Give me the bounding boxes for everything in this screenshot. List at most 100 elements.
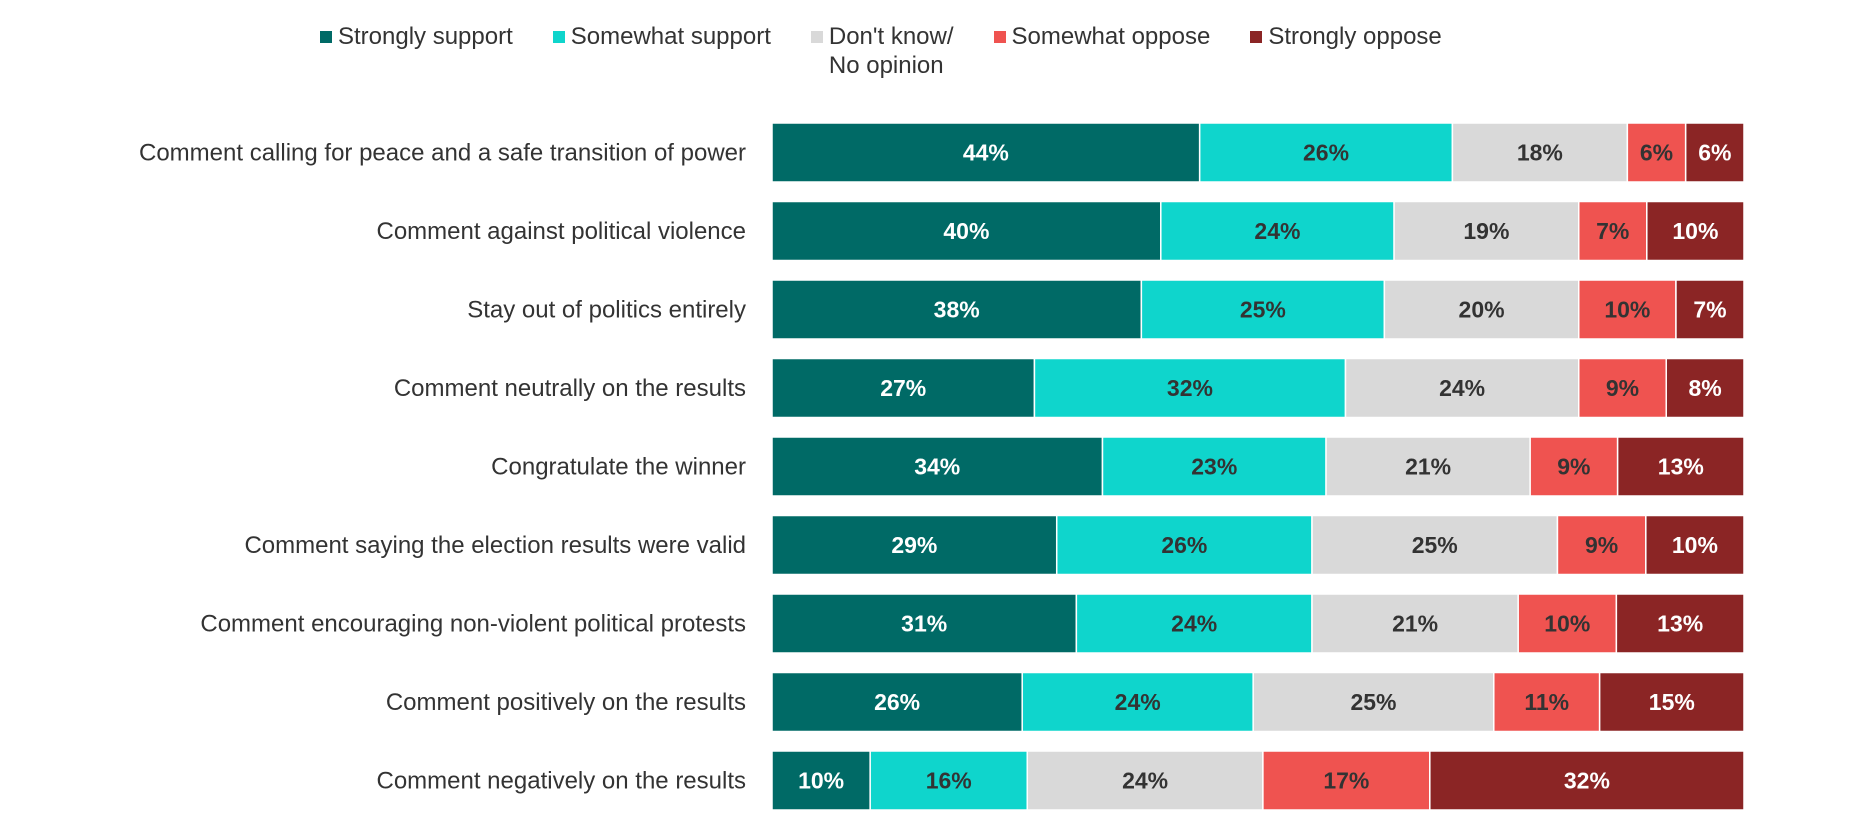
bar-segment — [1578, 279, 1677, 340]
data-label: 24% — [1439, 375, 1485, 401]
legend-label: Strongly support — [338, 23, 513, 50]
data-label: 10% — [798, 768, 844, 794]
bar-segment — [1675, 279, 1745, 340]
bar-segment — [771, 514, 1058, 576]
data-label: 17% — [1323, 768, 1369, 794]
bar-segment — [1578, 357, 1667, 419]
bar-segment — [1393, 200, 1580, 262]
data-label: 26% — [874, 689, 920, 715]
bar-segment — [1646, 200, 1745, 262]
data-label: 27% — [880, 375, 926, 401]
category-label: Comment positively on the results — [386, 689, 746, 716]
bar-segment — [1101, 436, 1327, 497]
legend-swatch — [1250, 31, 1263, 43]
legend-item: Somewhat oppose — [993, 22, 1211, 51]
bar-segment — [1626, 122, 1687, 183]
legend-swatch — [993, 31, 1006, 43]
bar-segment — [1451, 122, 1629, 183]
bar-segment — [1598, 671, 1745, 733]
legend-item: Strongly oppose — [1250, 22, 1442, 51]
bar-segment — [1616, 436, 1745, 497]
data-label: 10% — [1672, 218, 1718, 244]
data-label: 44% — [963, 140, 1009, 166]
data-label: 13% — [1657, 611, 1703, 637]
data-label: 7% — [1693, 297, 1726, 323]
bar-segment — [1160, 200, 1395, 262]
legend-label: Strongly oppose — [1268, 23, 1442, 50]
data-label: 34% — [914, 454, 960, 480]
category-label: Comment negatively on the results — [376, 768, 746, 795]
data-label: 21% — [1392, 611, 1438, 637]
bar-segment — [771, 279, 1143, 340]
legend-item: Strongly support — [320, 22, 513, 51]
data-label: 10% — [1604, 297, 1650, 323]
bar-segment — [1529, 436, 1619, 497]
bar-segment — [1021, 671, 1254, 733]
bar-segment — [1055, 514, 1313, 576]
legend-label: Don't know/ No opinion — [828, 23, 954, 79]
legend-label: Somewhat oppose — [1011, 23, 1211, 50]
category-label: Comment saying the election results were… — [244, 532, 746, 559]
data-label: 13% — [1658, 454, 1704, 480]
category-label: Stay out of politics entirely — [467, 297, 746, 324]
data-label: 9% — [1585, 532, 1618, 558]
legend-swatch — [320, 31, 332, 43]
data-label: 15% — [1649, 689, 1695, 715]
bar-segment — [1198, 122, 1454, 183]
bar-segment — [869, 750, 1029, 811]
legend: Strongly support Somewhat support Don't kn… — [320, 22, 1482, 80]
bar-segment — [1665, 357, 1745, 419]
data-label: 6% — [1698, 140, 1731, 166]
legend-item: Don't know/ No opinion — [810, 22, 954, 80]
data-label: 19% — [1463, 218, 1509, 244]
data-label: 6% — [1640, 140, 1673, 166]
data-label: 9% — [1557, 454, 1590, 480]
data-label: 26% — [1303, 140, 1349, 166]
data-label: 23% — [1191, 454, 1237, 480]
bar-segment — [771, 750, 871, 811]
data-label: 32% — [1564, 768, 1610, 794]
bar-segment — [771, 200, 1162, 262]
data-label: 7% — [1596, 218, 1629, 244]
bar-segment — [1311, 514, 1559, 576]
legend-item: Somewhat support — [552, 22, 771, 51]
category-label: Comment encouraging non-violent politica… — [200, 611, 746, 638]
bar-segment — [1383, 279, 1580, 340]
data-label: 16% — [926, 768, 972, 794]
bar-segment — [1026, 750, 1264, 811]
data-label: 9% — [1606, 375, 1639, 401]
bar-segment — [771, 357, 1036, 419]
data-label: 8% — [1688, 375, 1721, 401]
bar-segment — [1684, 122, 1745, 183]
bar-segment — [1325, 436, 1531, 497]
data-label: 10% — [1544, 611, 1590, 637]
data-label: 26% — [1161, 532, 1207, 558]
data-label: 18% — [1517, 140, 1563, 166]
bar-segment — [1493, 671, 1601, 733]
data-label: 25% — [1240, 297, 1286, 323]
data-label: 25% — [1412, 532, 1458, 558]
legend-label: Somewhat support — [570, 23, 771, 50]
bar-segment — [1578, 200, 1648, 262]
data-label: 24% — [1115, 689, 1161, 715]
category-label: Comment calling for peace and a safe tra… — [139, 140, 746, 167]
bar-segment — [1429, 750, 1745, 811]
category-label: Congratulate the winner — [491, 454, 746, 481]
category-label: Comment neutrally on the results — [394, 375, 746, 402]
data-label: 40% — [943, 218, 989, 244]
data-label: 31% — [901, 611, 947, 637]
data-label: 21% — [1405, 454, 1451, 480]
bar-segment — [1252, 671, 1495, 733]
data-label: 10% — [1672, 532, 1718, 558]
data-label: 25% — [1350, 689, 1396, 715]
bar-segment — [1033, 357, 1347, 419]
data-label: 24% — [1122, 768, 1168, 794]
data-label: 38% — [934, 297, 980, 323]
data-label: 24% — [1171, 611, 1217, 637]
legend-swatch — [552, 31, 565, 43]
bar-segment — [771, 436, 1104, 497]
legend-swatch — [810, 31, 823, 43]
data-label: 11% — [1524, 689, 1569, 715]
bar-segment — [1615, 593, 1745, 654]
